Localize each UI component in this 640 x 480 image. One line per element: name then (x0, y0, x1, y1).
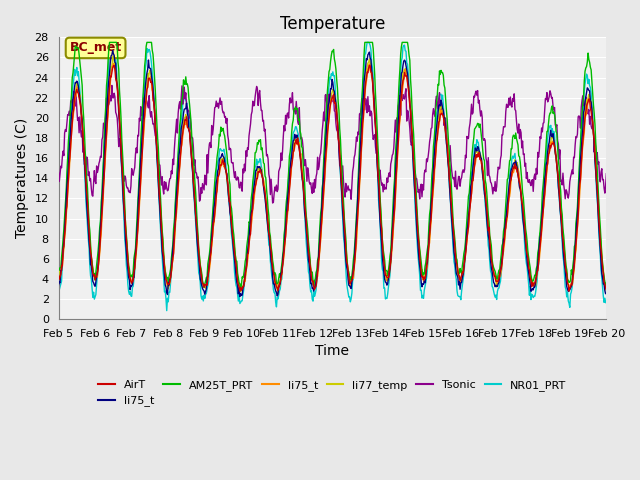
Title: Temperature: Temperature (280, 15, 385, 33)
Text: BC_met: BC_met (70, 41, 122, 54)
Y-axis label: Temperatures (C): Temperatures (C) (15, 118, 29, 239)
X-axis label: Time: Time (316, 345, 349, 359)
Legend: AirT, li75_t, AM25T_PRT, li75_t, li77_temp, Tsonic, NR01_PRT: AirT, li75_t, AM25T_PRT, li75_t, li77_te… (94, 375, 571, 411)
